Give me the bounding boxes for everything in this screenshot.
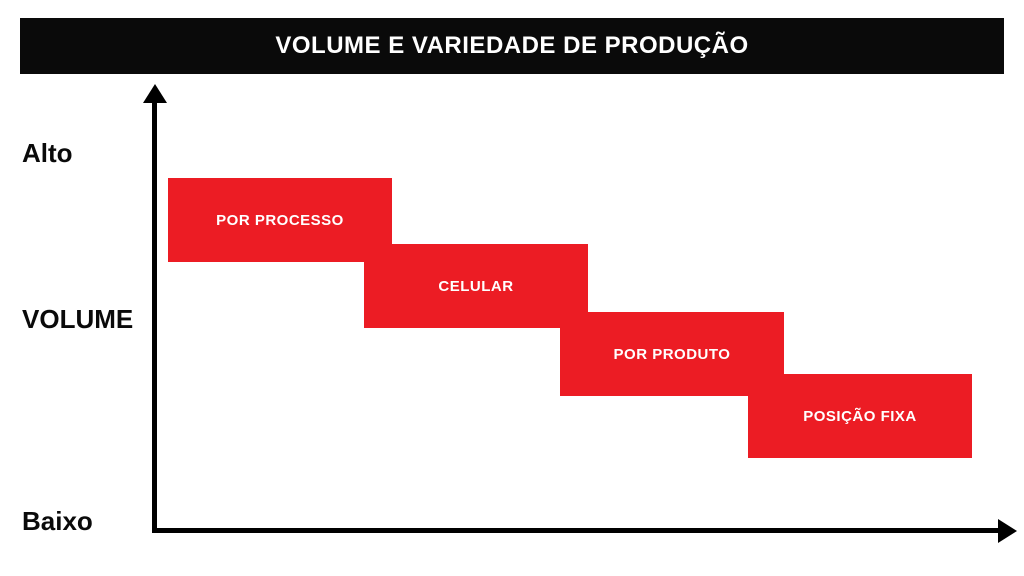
layout-box-3: POSIÇÃO FIXA	[748, 374, 972, 458]
y-axis-arrowhead	[143, 84, 167, 103]
layout-box-label: POR PROCESSO	[216, 212, 344, 229]
title-bar: VOLUME E VARIEDADE DE PRODUÇÃO	[20, 18, 1004, 74]
layout-box-label: POSIÇÃO FIXA	[803, 408, 917, 425]
y-axis-line	[152, 96, 157, 533]
y-axis-label-top: Alto	[22, 138, 73, 169]
y-axis-label-mid: VOLUME	[22, 304, 133, 335]
layout-box-1: CELULAR	[364, 244, 588, 328]
y-axis-label-bottom: Baixo	[22, 506, 93, 537]
x-axis-arrowhead	[998, 519, 1017, 543]
layout-box-0: POR PROCESSO	[168, 178, 392, 262]
layout-box-label: POR PRODUTO	[614, 346, 731, 363]
x-axis-line	[152, 528, 1000, 533]
title-text: VOLUME E VARIEDADE DE PRODUÇÃO	[275, 32, 748, 60]
layout-box-label: CELULAR	[438, 278, 513, 295]
